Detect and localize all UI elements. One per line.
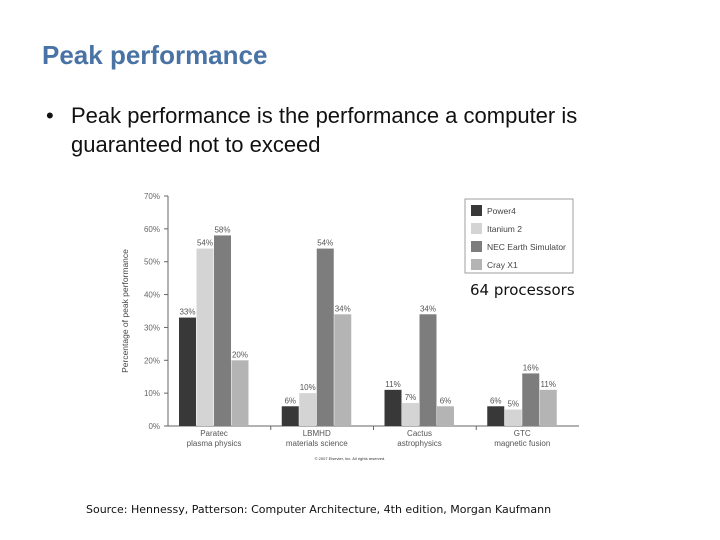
bar-value-label: 5% xyxy=(507,400,519,409)
legend-swatch xyxy=(471,241,482,252)
y-tick-label: 70% xyxy=(144,192,160,201)
bar xyxy=(539,389,557,426)
bar xyxy=(487,406,505,426)
copyright-text: © 2007 Elsevier, Inc. All rights reserve… xyxy=(315,456,386,461)
legend-swatch xyxy=(471,205,482,216)
bullet-text: Peak performance is the performance a co… xyxy=(71,103,578,157)
legend-swatch xyxy=(471,259,482,270)
bar xyxy=(316,248,334,426)
bullet-symbol: • xyxy=(46,103,54,128)
bar-value-label: 33% xyxy=(179,308,195,317)
legend-label: Cray X1 xyxy=(487,260,518,270)
legend-label: NEC Earth Simulator xyxy=(487,242,566,252)
x-category-sublabel: magnetic fusion xyxy=(494,439,550,448)
y-tick-label: 40% xyxy=(144,291,160,300)
bar-value-label: 16% xyxy=(523,363,539,372)
bar xyxy=(384,389,402,426)
bar-value-label: 6% xyxy=(284,396,296,405)
bar-value-label: 54% xyxy=(197,239,213,248)
bar-value-label: 6% xyxy=(490,396,502,405)
bullet-point: • Peak performance is the performance a … xyxy=(46,101,666,159)
legend-swatch xyxy=(471,223,482,234)
source-citation: Source: Hennessy, Patterson: Computer Ar… xyxy=(86,503,552,516)
bar xyxy=(281,406,299,426)
bar xyxy=(419,314,437,426)
bar-value-label: 7% xyxy=(405,393,417,402)
x-category-label: Paratec xyxy=(200,429,228,438)
y-tick-label: 10% xyxy=(144,389,160,398)
bar-value-label: 11% xyxy=(541,380,556,389)
x-category-sublabel: astrophysics xyxy=(397,439,441,448)
bar xyxy=(231,360,249,426)
x-category-label: Cactus xyxy=(407,429,432,438)
bar xyxy=(437,406,454,426)
bar-value-label: 20% xyxy=(232,350,248,359)
bar-value-label: 11% xyxy=(385,380,400,389)
bar-value-label: 58% xyxy=(214,225,230,234)
x-category-sublabel: materials science xyxy=(286,439,348,448)
bar xyxy=(504,409,522,426)
bar-value-label: 6% xyxy=(440,396,452,405)
x-category-label: GTC xyxy=(514,429,531,438)
y-tick-label: 20% xyxy=(144,356,160,365)
bar xyxy=(196,248,214,426)
slide-title: Peak performance xyxy=(42,40,268,70)
bar xyxy=(179,317,196,426)
legend-label: Itanium 2 xyxy=(487,224,522,234)
x-category-label: LBMHD xyxy=(303,429,331,438)
bar xyxy=(522,373,540,426)
bar xyxy=(334,314,352,426)
y-tick-label: 60% xyxy=(144,225,160,234)
bar xyxy=(214,235,231,426)
y-tick-label: 50% xyxy=(144,258,160,267)
y-tick-label: 0% xyxy=(148,422,160,431)
bar xyxy=(402,403,419,426)
bar-chart: 0% 10% 20% 30% 40% 50% 60% 70% Percentage of pea… xyxy=(120,192,579,461)
chart-annotation: 64 processors xyxy=(470,281,575,299)
x-category-sublabel: plasma physics xyxy=(187,439,242,448)
bar xyxy=(299,393,317,426)
bar-value-label: 34% xyxy=(420,304,436,313)
legend-label: Power4 xyxy=(487,206,516,216)
y-axis-title: Percentage of peak performance xyxy=(120,249,130,373)
legend-box xyxy=(464,198,574,274)
bar-value-label: 54% xyxy=(317,239,333,248)
y-tick-label: 30% xyxy=(144,323,160,332)
bar-value-label: 34% xyxy=(335,304,351,313)
bar-value-label: 10% xyxy=(300,383,316,392)
